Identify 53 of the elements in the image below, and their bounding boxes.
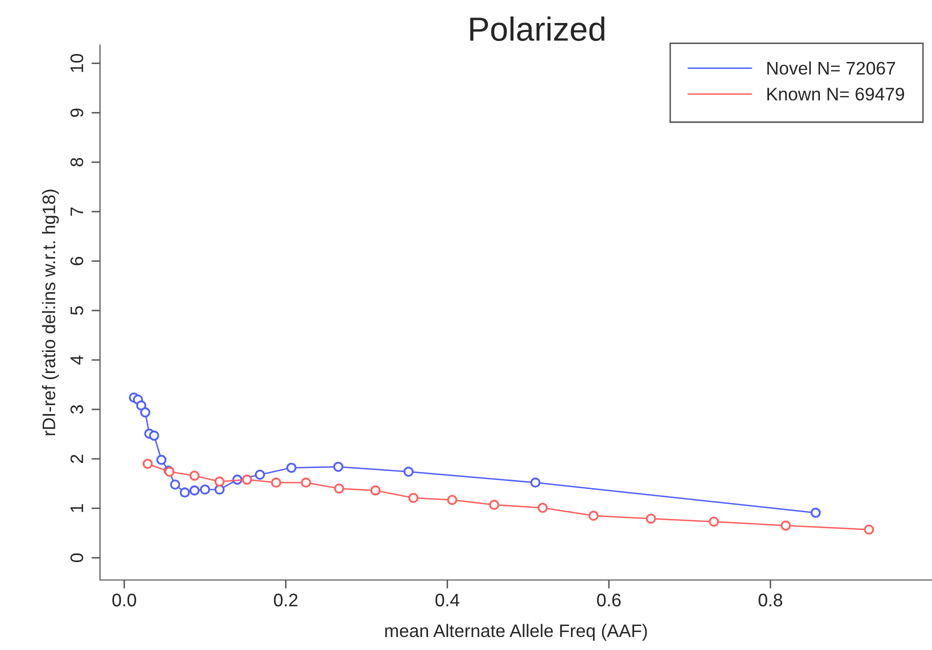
- x-tick-label: 0.8: [758, 594, 782, 606]
- y-tick-label: 2: [70, 454, 84, 463]
- x-axis-title: mean Alternate Allele Freq (AAF): [385, 624, 647, 641]
- point: [708, 516, 719, 527]
- point: [149, 430, 160, 441]
- point: [189, 470, 200, 481]
- point: [780, 520, 791, 531]
- legend-label: Novel N= 72067: [767, 61, 895, 75]
- point: [214, 484, 225, 495]
- point: [333, 462, 344, 472]
- point: [200, 484, 210, 495]
- chart-title: Polarized: [470, 16, 604, 41]
- y-tick-label: 5: [70, 306, 84, 315]
- point: [489, 500, 500, 510]
- x-tick-label: 0.4: [435, 594, 460, 606]
- point: [180, 487, 190, 498]
- point: [189, 485, 200, 496]
- y-tick-label: 9: [70, 108, 84, 117]
- point: [530, 478, 540, 488]
- y-tick-label: 6: [70, 256, 84, 266]
- y-tick-label: 3: [70, 405, 84, 414]
- point: [370, 485, 381, 496]
- point: [271, 478, 282, 488]
- y-tick-label: 7: [70, 208, 84, 216]
- y-axis-title: rDI-ref (ratio del:ins w.r.t. hg18): [42, 190, 59, 436]
- y-tick-label: 4: [70, 355, 84, 365]
- y-tick-label: 1: [70, 504, 84, 512]
- point: [170, 480, 180, 490]
- x-tick-label: 0.6: [597, 594, 621, 606]
- point: [142, 458, 153, 469]
- point: [810, 508, 821, 518]
- point: [646, 514, 656, 524]
- point: [140, 407, 150, 418]
- point: [254, 470, 266, 480]
- point: [408, 492, 418, 503]
- point: [156, 454, 166, 465]
- point: [214, 476, 225, 487]
- x-tick-label: 0.0: [112, 594, 136, 606]
- point: [286, 462, 297, 473]
- point: [300, 478, 312, 488]
- legend-label: Known N= 69479: [767, 88, 904, 101]
- point: [136, 400, 146, 411]
- y-tick-label: 8: [70, 158, 84, 166]
- point: [864, 524, 874, 535]
- point: [403, 466, 414, 477]
- point: [588, 510, 599, 521]
- point: [334, 483, 344, 494]
- point: [242, 474, 252, 485]
- point: [447, 494, 458, 505]
- y-tick-label: 0: [70, 553, 84, 562]
- x-tick-label: 0.2: [274, 594, 298, 606]
- y-tick-label: 10: [70, 54, 84, 72]
- point: [538, 502, 548, 513]
